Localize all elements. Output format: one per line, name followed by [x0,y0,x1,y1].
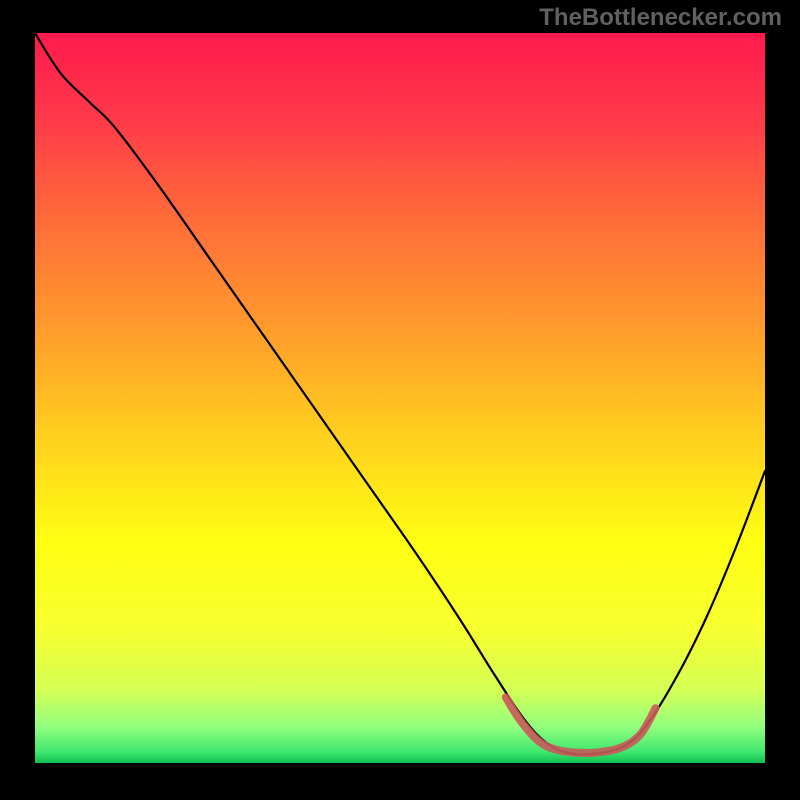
chart-background [35,33,765,763]
bottleneck-chart [35,33,765,763]
watermark-text: TheBottlenecker.com [539,4,782,32]
